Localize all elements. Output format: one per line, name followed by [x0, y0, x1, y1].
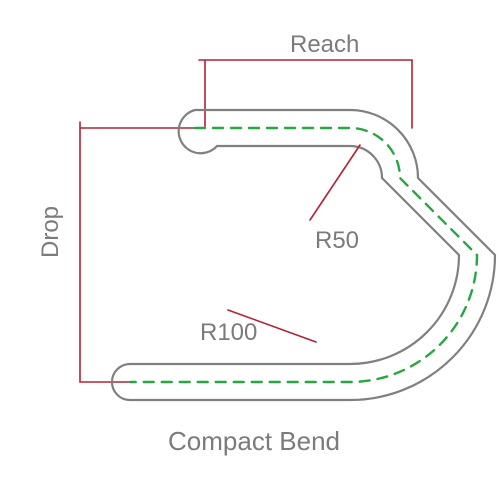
- drop-label: Drop: [37, 206, 64, 258]
- drop-dimension: [80, 122, 195, 382]
- compact-bend-diagram: Reach Drop R50 R100 Compact Bend: [0, 0, 500, 500]
- handlebar-outline: [112, 110, 495, 400]
- drop-dimension-lines: [80, 122, 195, 382]
- r50-leader-line: [310, 145, 360, 220]
- r100-label: R100: [200, 319, 257, 346]
- handlebar-centerline: [130, 128, 477, 382]
- reach-label: Reach: [290, 31, 359, 58]
- diagram-title: Compact Bend: [168, 426, 340, 456]
- r50-label: R50: [315, 227, 359, 254]
